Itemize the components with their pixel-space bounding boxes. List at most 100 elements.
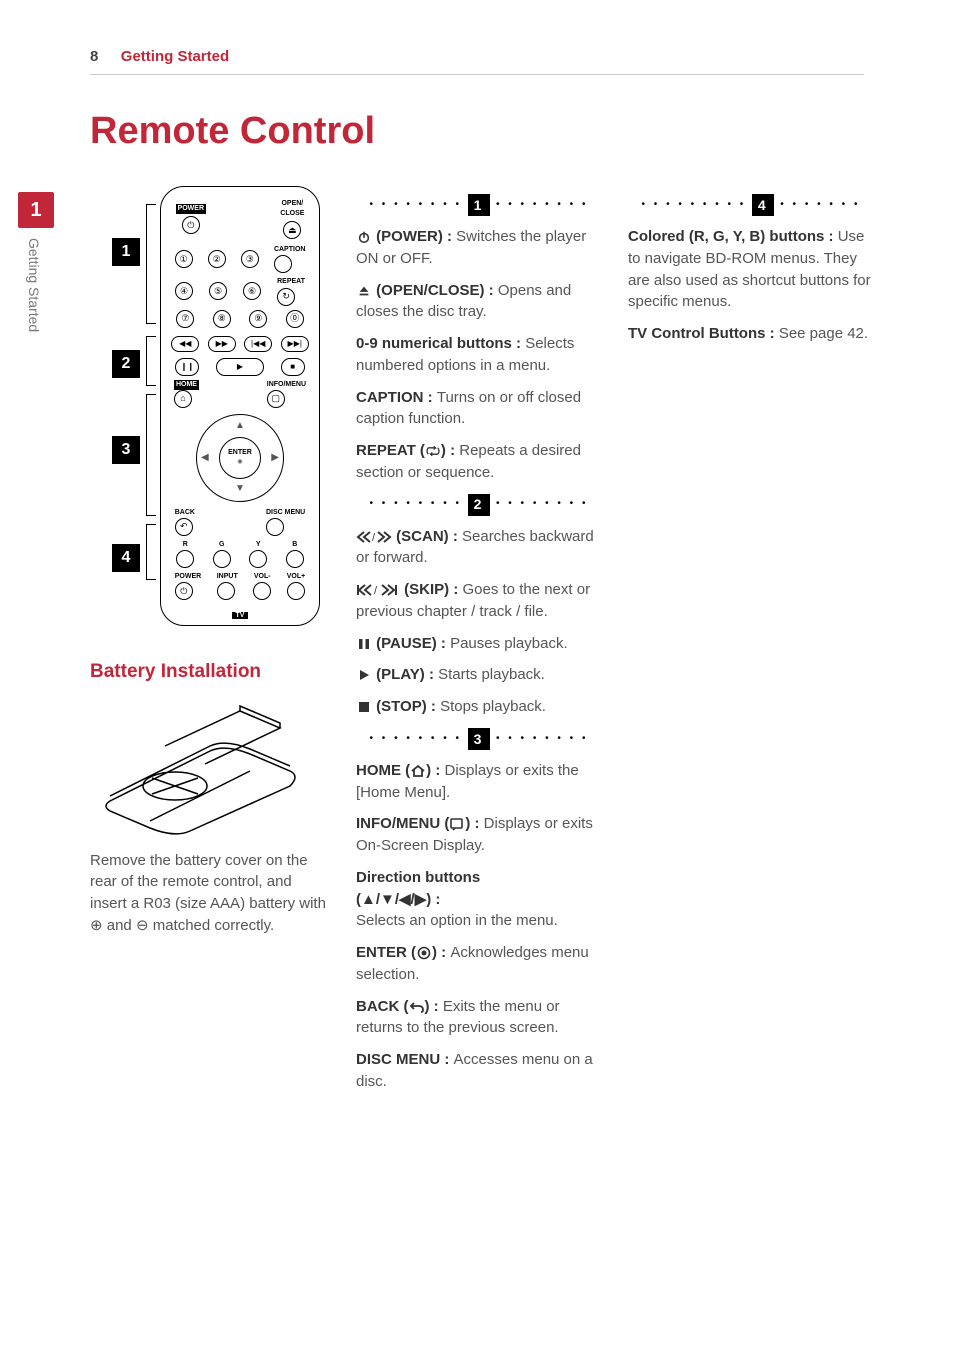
separator-1: • • • • • • • •1• • • • • • • • [356,194,602,216]
skip-fwd-icon: ▶▶| [281,336,309,352]
label-tv-input: INPUT [217,572,238,582]
entry-caption: CAPTION : Turns on or off closed caption… [356,387,602,431]
separator-3: • • • • • • • •3• • • • • • • • [356,728,602,750]
entry-scan: / (SCAN) : Searches backward or forward. [356,526,602,570]
bracket-2 [146,336,156,386]
blue-button [286,550,304,568]
battery-text-1: Remove the battery cover on the rear of … [90,852,326,913]
page-title: Remote Control [90,110,375,153]
enter-icon: ◉ [228,458,252,467]
pause-text: Pauses playback. [450,635,568,652]
side-tab-number: 1 [18,192,54,228]
yellow-button [249,550,267,568]
enter-icon-inline [416,946,432,960]
num-9: ⑨ [249,310,267,328]
entry-power: (POWER) : Switches the player ON or OFF. [356,226,602,270]
vol-up-button [287,582,305,600]
scan-label: (SCAN) : [392,528,462,545]
play-label: (PLAY) : [372,666,438,683]
back-label2: ) : [425,998,443,1015]
tv-power-button: ⏻ [175,582,193,600]
home-icon [410,764,426,778]
power-button-icon: ⏻ [182,216,200,234]
sep-num-2: 2 [468,494,490,516]
label-disc: DISC MENU [266,508,305,518]
column-3: • • • • • • • • •4• • • • • • • Colored … [628,186,874,1103]
caption-button [274,255,292,273]
tv-input-button [217,582,235,600]
info-button-icon: ▢ [267,390,285,408]
tv-label: TV Control Buttons : [628,325,779,342]
colored-label: Colored (R, G, Y, B) buttons : [628,228,838,245]
play-text: Starts playback. [438,666,545,683]
power-icon [356,230,372,244]
column-2: • • • • • • • •1• • • • • • • • (POWER) … [356,186,602,1103]
direction-label: Direction buttons [356,869,480,886]
info-icon [449,817,465,831]
entry-home: HOME () : Displays or exits the [Home Me… [356,760,602,804]
repeat-label2: ) : [441,442,459,459]
skip-label: (SKIP) : [400,581,463,598]
direction-label2: (▲/▼/◀/▶) : [356,891,440,908]
home-label: HOME ( [356,762,410,779]
play-icon-inline [356,668,372,682]
label-openclose: OPEN/ CLOSE [280,199,304,219]
entry-open-close: (OPEN/CLOSE) : Opens and closes the disc… [356,280,602,324]
num-4: ④ [175,282,193,300]
scan-back-icon: ◀◀ [171,336,199,352]
battery-title: Battery Installation [90,658,330,686]
dpad-up-icon: ▲ [235,419,245,434]
label-b: B [286,540,304,550]
direction-text: Selects an option in the menu. [356,912,558,929]
dpad-down-icon: ▼ [235,482,245,497]
dpad: ▲ ▼ ◀ ▶ ENTER ◉ [196,414,284,502]
num-0: ⓪ [286,310,304,328]
label-back: BACK [175,508,195,518]
column-1: 1 2 3 4 POWER ⏻ [90,186,330,1103]
repeat-icon [425,444,441,458]
minus-icon: ⊖ [136,917,149,934]
page-header: 8 Getting Started [90,48,864,75]
numerical-label: 0-9 numerical buttons : [356,335,525,352]
svg-text:/: / [374,585,378,597]
skip-icon: / [356,583,400,597]
separator-2: • • • • • • • •2• • • • • • • • [356,494,602,516]
diagram-marker-4: 4 [112,544,140,572]
bracket-1 [146,204,156,324]
sep-num-4: 4 [752,194,774,216]
repeat-label: REPEAT ( [356,442,425,459]
entry-info: INFO/MENU () : Displays or exits On-Scre… [356,813,602,857]
label-r: R [176,540,194,550]
entry-pause: (PAUSE) : Pauses playback. [356,633,602,655]
diagram-marker-3: 3 [112,436,140,464]
header-section: Getting Started [121,48,229,65]
page-number: 8 [90,48,98,65]
entry-repeat: REPEAT () : Repeats a desired section or… [356,440,602,484]
entry-stop: (STOP) : Stops playback. [356,696,602,718]
back-icon [409,1000,425,1014]
back-button-icon: ↶ [175,518,193,536]
side-tab-label: Getting Started [26,238,42,332]
label-enter: ENTER [228,448,252,458]
tv-text: See page 42. [779,325,868,342]
num-3: ③ [241,250,259,268]
num-5: ⑤ [209,282,227,300]
battery-text-2: and [103,917,136,934]
enter-label2: ) : [432,944,450,961]
diagram-marker-1: 1 [112,238,140,266]
battery-text: Remove the battery cover on the rear of … [90,850,330,937]
eject-icon [356,284,372,298]
scan-fwd-icon: ▶▶ [208,336,236,352]
num-6: ⑥ [243,282,261,300]
label-info: INFO/MENU [267,380,306,390]
scan-icon: / [356,530,392,544]
enter-label: ENTER ( [356,944,416,961]
power-label: (POWER) : [372,228,456,245]
dpad-left-icon: ◀ [201,450,209,465]
sep-num-3: 3 [468,728,490,750]
num-2: ② [208,250,226,268]
vol-down-button [253,582,271,600]
pause-label: (PAUSE) : [372,635,450,652]
label-g: G [213,540,231,550]
stop-label: (STOP) : [372,698,440,715]
